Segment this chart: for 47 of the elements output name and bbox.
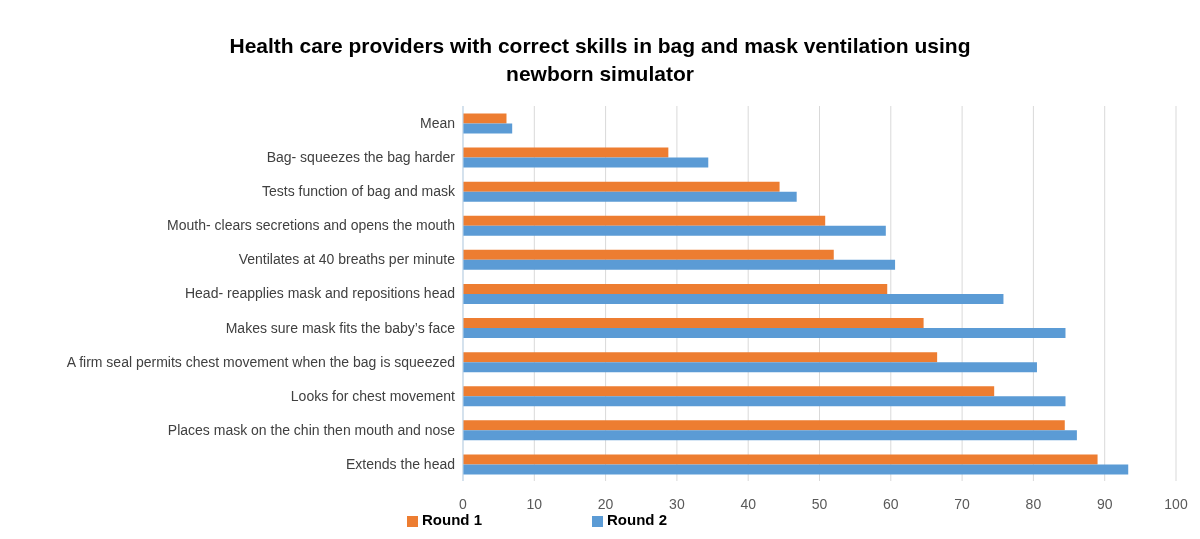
legend-label: Round 2	[607, 511, 667, 528]
y-tick-label: Extends the head	[346, 455, 455, 472]
bar	[463, 181, 780, 192]
y-tick-label: Makes sure mask fits the baby’s face	[225, 319, 456, 336]
y-tick-label: Mouth- clears secretions and opens the mouth	[167, 217, 455, 234]
x-tick-label: 20	[597, 495, 614, 512]
x-tick-label: 10	[526, 495, 543, 512]
x-tick-label: 90	[1096, 495, 1113, 512]
bar	[463, 215, 826, 226]
bar	[463, 147, 669, 158]
y-tick-label: Ventilates at 40 breaths per minute	[238, 251, 456, 268]
y-tick-label: Mean	[419, 115, 455, 132]
bar	[463, 454, 1098, 465]
bar	[463, 386, 995, 397]
chart-title: Health care providers with correct skills in bag and mask ventilation using newborn simulator	[228, 33, 972, 87]
x-tick-label: 60	[883, 495, 899, 512]
x-tick-label: 100	[1164, 495, 1188, 512]
legend-label: Round 1	[422, 511, 482, 528]
bar	[463, 430, 1077, 441]
y-tick-label: Bag- squeezes the bag harder	[266, 149, 456, 166]
y-tick-label: Head- reapplies mask and repositions head	[184, 285, 455, 302]
x-tick-label: 40	[740, 495, 757, 512]
bar	[463, 283, 888, 294]
bar	[463, 318, 924, 329]
bar	[463, 259, 896, 270]
x-tick-label: 0	[459, 495, 468, 512]
bar	[463, 157, 709, 168]
bar	[463, 328, 1066, 339]
bar	[463, 113, 507, 124]
bar	[463, 225, 886, 236]
bar	[463, 396, 1066, 407]
y-tick-label: Looks for chest movement	[290, 387, 456, 404]
y-tick-label: Tests function of bag and mask	[262, 183, 456, 200]
x-tick-label: 80	[1025, 495, 1042, 512]
y-tick-label: A firm seal permits chest movement when the bag is squeezed	[66, 353, 455, 370]
bar	[463, 123, 513, 134]
bar	[463, 191, 797, 202]
bar	[463, 464, 1129, 475]
x-tick-label: 70	[954, 495, 971, 512]
bar	[463, 249, 834, 260]
x-tick-label: 50	[811, 495, 828, 512]
bar	[463, 352, 938, 363]
x-tick-label: 30	[669, 495, 685, 512]
bar	[463, 420, 1065, 431]
bar	[463, 293, 1004, 304]
bar	[463, 362, 1037, 373]
y-tick-label: Places mask on the chin then mouth and nose	[167, 421, 456, 438]
